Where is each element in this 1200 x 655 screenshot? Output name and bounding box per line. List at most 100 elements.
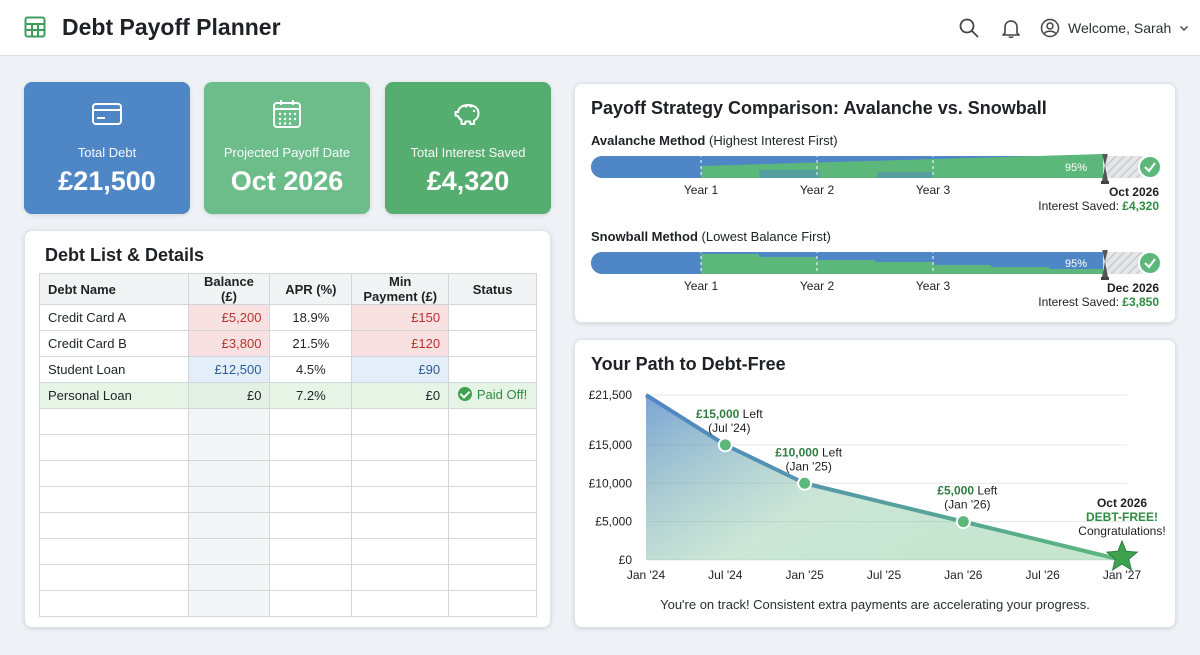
empty-cell[interactable] [39,538,189,565]
empty-cell[interactable] [269,590,353,617]
column-header[interactable]: Min Payment (£) [351,273,450,305]
empty-cell[interactable] [39,590,189,617]
cell-debt-name[interactable]: Credit Card B [39,330,189,357]
milestone-label: £5,000 Left [937,484,998,498]
empty-cell[interactable] [187,460,271,487]
empty-row[interactable] [39,512,537,539]
method-desc: (Highest Interest First) [709,133,838,148]
bell-icon[interactable] [1000,17,1022,39]
stat-card-total-debt: Total Debt £21,500 [24,82,190,214]
column-header[interactable]: Debt Name [39,273,189,305]
empty-cell[interactable] [269,564,353,591]
snowball-bar-graphic: 95% [591,246,1162,280]
empty-cell[interactable] [39,460,189,487]
on-track-message: You're on track! Consistent extra paymen… [660,597,1090,612]
empty-cell[interactable] [351,512,450,539]
empty-cell[interactable] [448,590,537,617]
empty-row[interactable] [39,408,537,435]
empty-cell[interactable] [39,512,189,539]
empty-cell[interactable] [269,408,353,435]
empty-cell[interactable] [39,434,189,461]
empty-cell[interactable] [351,408,450,435]
congrats-label: Congratulations! [1078,524,1165,538]
panel-title: Payoff Strategy Comparison: Avalanche vs… [591,98,1047,118]
column-header[interactable]: Status [448,273,537,305]
table-row[interactable]: Credit Card B £3,800 21.5% £120 [39,330,537,357]
empty-cell[interactable] [448,538,537,565]
empty-cell[interactable] [351,590,450,617]
cell-apr[interactable]: 21.5% [269,330,353,357]
empty-cell[interactable] [448,408,537,435]
empty-cell[interactable] [351,486,450,513]
empty-cell[interactable] [187,538,271,565]
empty-cell[interactable] [187,590,271,617]
search-icon[interactable] [958,17,980,39]
cell-balance[interactable]: £5,200 [187,304,271,331]
user-menu[interactable]: Welcome, Sarah [1040,14,1189,42]
cell-apr[interactable]: 18.9% [269,304,353,331]
cell-debt-name[interactable]: Student Loan [39,356,189,383]
cell-balance[interactable]: £3,800 [187,330,271,357]
chevron-down-icon [1180,26,1189,31]
empty-cell[interactable] [187,564,271,591]
column-header[interactable]: Balance (£) [187,273,271,305]
paid-off-label: Paid Off! [476,386,528,402]
empty-cell[interactable] [39,486,189,513]
empty-row[interactable] [39,486,537,513]
cell-debt-name[interactable]: Personal Loan [39,382,189,409]
empty-cell[interactable] [269,486,353,513]
interest-saved: Interest Saved: £4,320 [1038,199,1159,213]
cell-debt-name[interactable]: Credit Card A [39,304,189,331]
empty-cell[interactable] [187,408,271,435]
cell-apr[interactable]: 4.5% [269,356,353,383]
empty-row[interactable] [39,460,537,487]
empty-cell[interactable] [448,434,537,461]
empty-cell[interactable] [351,460,450,487]
milestone-label: £10,000 Left [775,445,842,459]
cell-apr[interactable]: 7.2% [269,382,353,409]
empty-row[interactable] [39,590,537,617]
column-header[interactable]: APR (%) [269,273,353,305]
table-row[interactable]: Credit Card A £5,200 18.9% £150 [39,304,537,331]
empty-cell[interactable] [187,512,271,539]
empty-cell[interactable] [39,564,189,591]
table-row[interactable]: Student Loan £12,500 4.5% £90 [39,356,537,383]
empty-cell[interactable] [351,538,450,565]
empty-cell[interactable] [448,460,537,487]
cell-min-payment[interactable]: £150 [351,304,450,331]
empty-cell[interactable] [269,434,353,461]
snowball-percent: 95% [1065,258,1087,270]
empty-cell[interactable] [448,512,537,539]
empty-cell[interactable] [351,564,450,591]
final-date: Oct 2026 [1097,496,1147,510]
empty-cell[interactable] [39,408,189,435]
x-tick-label: Jul '26 [1026,568,1061,582]
cell-status[interactable]: Paid Off! [448,382,537,409]
star-icon [1105,539,1139,571]
table-row[interactable]: Personal Loan £0 7.2% £0 Paid Off! [39,382,537,409]
cell-min-payment[interactable]: £90 [351,356,450,383]
chart-title: Your Path to Debt-Free [591,354,786,374]
empty-cell[interactable] [269,512,353,539]
cell-status[interactable] [448,330,537,357]
empty-row[interactable] [39,538,537,565]
empty-cell[interactable] [269,460,353,487]
year-label: Year 1 [683,279,719,293]
empty-cell[interactable] [448,564,537,591]
empty-cell[interactable] [187,434,271,461]
empty-cell[interactable] [269,538,353,565]
year-label: Year 1 [683,183,719,197]
cell-balance[interactable]: £12,500 [187,356,271,383]
cell-status[interactable] [448,304,537,331]
milestone-date: (Jan '26) [944,498,990,512]
cell-status[interactable] [448,356,537,383]
cell-min-payment[interactable]: £0 [351,382,450,409]
x-tick-label: Jan '24 [627,568,666,582]
cell-min-payment[interactable]: £120 [351,330,450,357]
empty-row[interactable] [39,564,537,591]
empty-cell[interactable] [448,486,537,513]
empty-cell[interactable] [187,486,271,513]
empty-cell[interactable] [351,434,450,461]
cell-balance[interactable]: £0 [187,382,271,409]
empty-row[interactable] [39,434,537,461]
